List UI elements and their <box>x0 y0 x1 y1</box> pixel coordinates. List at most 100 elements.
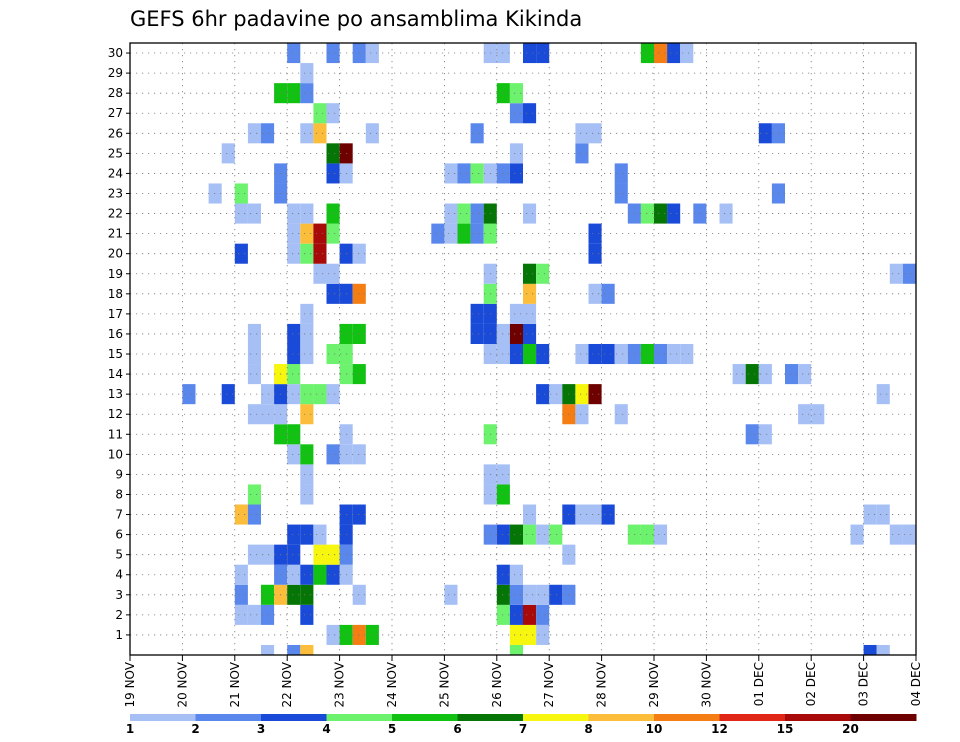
heatmap-cell <box>352 444 366 465</box>
heatmap-cell <box>509 303 523 324</box>
y-tick-label: 30 <box>108 46 123 60</box>
y-tick-label: 6 <box>115 528 123 542</box>
legend-label: 10 <box>646 722 663 736</box>
x-tick-label: 21 NOV <box>228 661 242 707</box>
y-tick-label: 15 <box>108 347 123 361</box>
heatmap-cell <box>509 564 523 585</box>
heatmap-cell <box>326 343 340 365</box>
heatmap-cell <box>287 444 301 465</box>
legend-label: 1 <box>126 722 134 736</box>
heatmap-cell <box>313 103 327 124</box>
heatmap-cell <box>523 323 537 344</box>
x-tick-label: 22 NOV <box>280 661 294 707</box>
heatmap-cell <box>798 364 812 385</box>
heatmap-cell <box>509 103 523 124</box>
x-tick-label: 25 NOV <box>437 661 451 707</box>
heatmap-cell <box>889 263 903 284</box>
heatmap-cell <box>352 283 366 304</box>
heatmap-cell <box>575 504 589 525</box>
heatmap-cell <box>509 83 523 104</box>
heatmap-cell <box>326 384 340 405</box>
heatmap-cell <box>326 624 340 645</box>
heatmap-cell <box>365 624 379 645</box>
y-tick-label: 18 <box>108 287 123 301</box>
heatmap-cell <box>680 43 694 64</box>
y-tick-label: 9 <box>115 467 123 481</box>
heatmap-cell <box>549 584 563 605</box>
heatmap-cell <box>523 103 537 124</box>
heatmap-cell <box>496 584 510 605</box>
heatmap-cell <box>457 203 471 224</box>
heatmap-cell <box>693 203 707 224</box>
heatmap-cell <box>313 223 327 244</box>
heatmap-cell <box>536 624 550 645</box>
x-tick-label: 26 NOV <box>490 661 504 707</box>
y-tick-label: 12 <box>108 407 123 421</box>
heatmap-cell <box>300 644 314 655</box>
heatmap-cell <box>876 644 890 655</box>
legend-label: 4 <box>322 722 330 736</box>
legend-label: 6 <box>453 722 461 736</box>
y-tick-label: 14 <box>108 367 123 381</box>
heatmap-cell <box>496 564 510 585</box>
heatmap-cell <box>745 424 759 445</box>
heatmap-cell <box>444 203 458 224</box>
heatmap-cell <box>313 243 327 264</box>
heatmap-cell <box>287 544 301 565</box>
heatmap-cell <box>326 444 340 465</box>
heatmap-cell <box>247 504 261 525</box>
heatmap-cell <box>719 203 733 224</box>
heatmap-cell <box>654 343 668 365</box>
heatmap-cell <box>300 323 314 344</box>
heatmap-cell <box>352 624 366 645</box>
heatmap-cell <box>182 384 196 405</box>
heatmap-cell <box>640 343 654 365</box>
grid-lines <box>130 43 916 655</box>
heatmap-cell <box>352 323 366 344</box>
heatmap-cell <box>523 584 537 605</box>
heatmap-cell <box>523 43 537 64</box>
x-tick-label: 24 NOV <box>385 661 399 707</box>
heatmap-cell <box>523 624 537 645</box>
legend-swatch <box>130 714 196 721</box>
y-tick-label: 28 <box>108 86 123 100</box>
heatmap-cell <box>588 123 602 144</box>
heatmap-cell <box>234 183 248 204</box>
heatmap-cell <box>680 343 694 365</box>
heatmap-cell <box>261 544 275 565</box>
heatmap-cell <box>601 283 615 304</box>
heatmap-cell <box>247 123 261 144</box>
x-tick-label: 27 NOV <box>542 661 556 707</box>
heatmap-cell <box>496 43 510 64</box>
heatmap-cell <box>863 504 877 525</box>
heatmap-cell <box>523 604 537 625</box>
heatmap-cell <box>536 604 550 625</box>
heatmap-cell <box>902 524 916 545</box>
heatmap-cell <box>523 263 537 284</box>
heatmap-cell <box>470 303 484 324</box>
heatmap-cell <box>509 163 523 184</box>
heatmap-cell <box>496 464 510 485</box>
heatmap-cell <box>667 43 681 64</box>
heatmap-cell <box>287 584 301 605</box>
heatmap-cell <box>523 524 537 545</box>
legend-swatch <box>457 714 524 721</box>
heatmap-cell <box>614 404 628 425</box>
heatmap-cell <box>300 243 314 264</box>
heatmap-cell <box>221 143 235 164</box>
heatmap-cell <box>509 143 523 164</box>
legend-label: 15 <box>777 722 794 736</box>
y-tick-label: 3 <box>115 588 123 602</box>
legend-swatch <box>588 714 655 721</box>
heatmap-cell <box>575 343 589 365</box>
heatmap-cell <box>470 203 484 224</box>
y-tick-label: 17 <box>108 307 123 321</box>
heatmap-cell <box>300 63 314 84</box>
heatmap-cell <box>509 604 523 625</box>
plot-frame <box>129 42 917 656</box>
heatmap-cell <box>444 223 458 244</box>
x-tick-label: 30 NOV <box>699 661 713 707</box>
heatmap-cell <box>352 43 366 64</box>
heatmap-cell <box>614 343 628 365</box>
heatmap-cell <box>640 43 654 64</box>
